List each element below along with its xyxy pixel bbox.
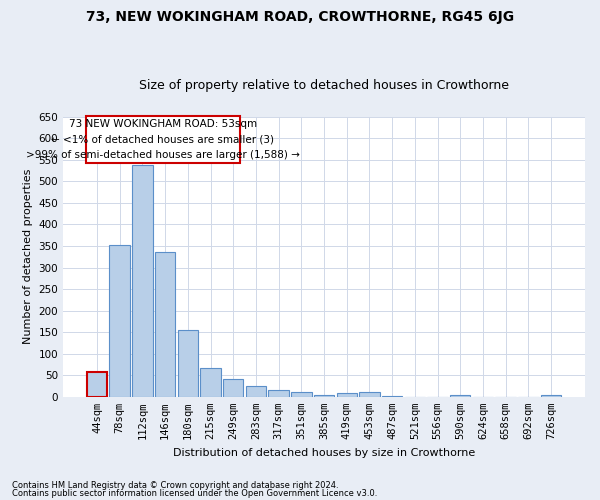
Bar [541, 394, 561, 397]
Text: 73, NEW WOKINGHAM ROAD, CROWTHORNE, RG45 6JG: 73, NEW WOKINGHAM ROAD, CROWTHORNE, RG45… [86, 10, 514, 24]
X-axis label: Distribution of detached houses by size in Crowthorne: Distribution of detached houses by size … [173, 448, 475, 458]
Text: Contains public sector information licensed under the Open Government Licence v3: Contains public sector information licen… [12, 488, 377, 498]
Bar [337, 393, 357, 397]
Bar [314, 394, 334, 397]
Bar [155, 252, 175, 397]
Y-axis label: Number of detached properties: Number of detached properties [23, 169, 33, 344]
FancyBboxPatch shape [86, 116, 240, 163]
Bar [87, 372, 107, 397]
Title: Size of property relative to detached houses in Crowthorne: Size of property relative to detached ho… [139, 79, 509, 92]
Text: Contains HM Land Registry data © Crown copyright and database right 2024.: Contains HM Land Registry data © Crown c… [12, 481, 338, 490]
Text: 73 NEW WOKINGHAM ROAD: 53sqm
← <1% of detached houses are smaller (3)
>99% of se: 73 NEW WOKINGHAM ROAD: 53sqm ← <1% of de… [26, 119, 300, 160]
Bar [200, 368, 221, 397]
Bar [359, 392, 380, 397]
Bar [109, 245, 130, 397]
Bar [450, 394, 470, 397]
Bar [382, 396, 403, 397]
Bar [132, 165, 152, 397]
Bar [291, 392, 311, 397]
Bar [223, 378, 244, 397]
Bar [178, 330, 198, 397]
Bar [245, 386, 266, 397]
Bar [268, 390, 289, 397]
